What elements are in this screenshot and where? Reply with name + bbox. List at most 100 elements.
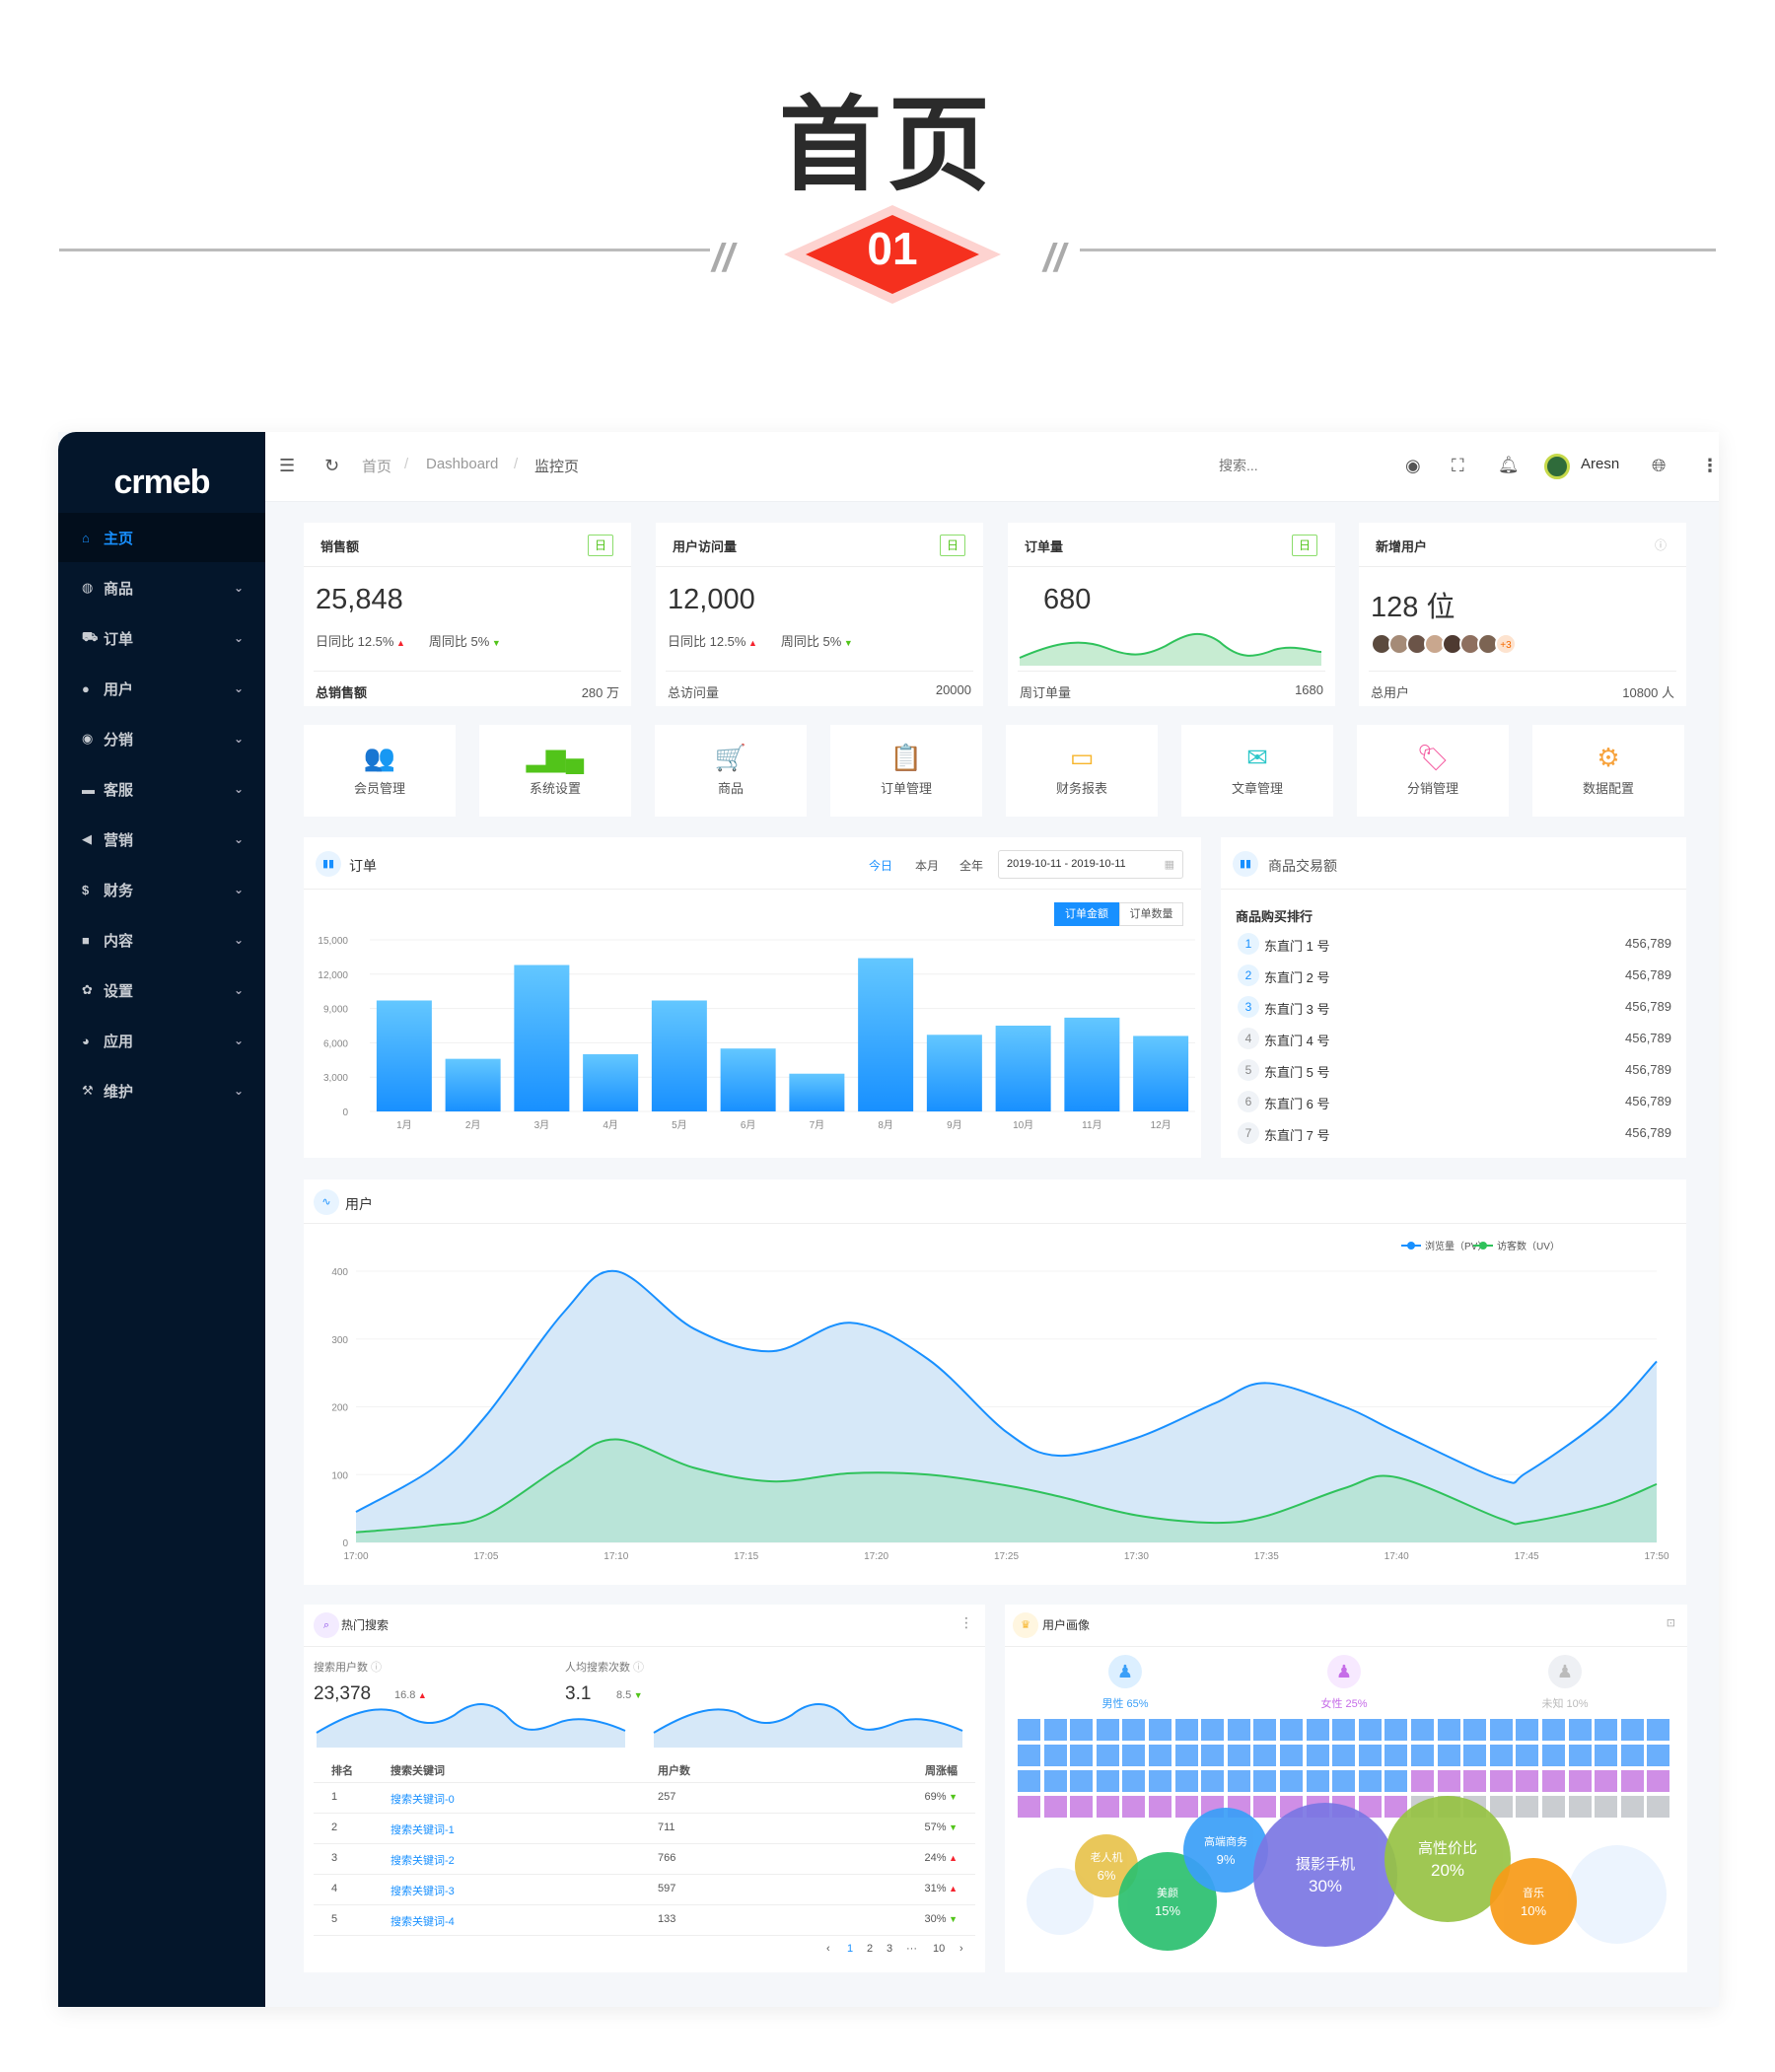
toggle-order-count[interactable]: 订单数量 — [1119, 902, 1183, 926]
page-button[interactable]: 1 — [847, 1943, 854, 1955]
period-tag[interactable]: 日 — [588, 535, 613, 556]
shortcut-1[interactable]: ▂▆▄ 系统设置 — [479, 725, 631, 817]
menu-collapse-icon[interactable]: ☰ — [279, 456, 296, 475]
sidebar-item-5[interactable]: ▬ 客服 ⌄ — [58, 764, 265, 814]
info-icon[interactable]: ⓘ — [368, 1662, 383, 1674]
shortcut-5[interactable]: ✉ 文章管理 — [1181, 725, 1333, 817]
shortcut-4[interactable]: ▭ 财务报表 — [1006, 725, 1158, 817]
keyword-link[interactable]: 搜索关键词-1 — [390, 1824, 455, 1836]
metric-delta-value: 8.5 — [616, 1689, 632, 1701]
keyword-link[interactable]: 搜索关键词-4 — [390, 1916, 455, 1928]
cart-icon: 🛒 — [714, 743, 747, 772]
interest-bubble[interactable]: 摄影手机 30% — [1253, 1803, 1397, 1947]
sidebar-item-0[interactable]: ⌂ 主页 — [58, 513, 265, 562]
export-icon[interactable]: ⊡ — [1666, 1617, 1675, 1629]
page-button[interactable]: 2 — [867, 1943, 874, 1955]
rank-value: 456,789 — [1625, 1094, 1671, 1108]
more-users-badge[interactable]: +3 — [1495, 633, 1517, 655]
rank-cell: 4 — [331, 1883, 338, 1894]
keyword-link[interactable]: 搜索关键词-3 — [390, 1886, 455, 1897]
breadcrumb-home[interactable]: 首页 — [362, 459, 392, 475]
chevron-down-icon: ⌄ — [233, 883, 244, 896]
sidebar-item-4[interactable]: ◉ 分销 ⌄ — [58, 714, 265, 763]
interest-bubble[interactable]: 老人机 6% — [1075, 1834, 1138, 1897]
more-vertical-icon[interactable]: ⋮ — [959, 1614, 973, 1630]
bell-icon[interactable]: 🔔︎ — [1498, 456, 1520, 474]
sidebar-item-1[interactable]: ◍ 商品 ⌄ — [58, 563, 265, 612]
x-tick-label: 4月 — [603, 1119, 618, 1131]
ranking-row[interactable]: 7 东直门 7 号 456,789 — [1221, 1122, 1686, 1146]
interest-bubble[interactable]: 高端商务 9% — [1183, 1808, 1268, 1893]
sidebar-item-3[interactable]: ● 用户 ⌄ — [58, 664, 265, 713]
shortcut-0[interactable]: 👥 会员管理 — [304, 725, 456, 817]
portrait-cell — [1568, 1719, 1592, 1741]
interest-bubble[interactable]: 高性价比 20% — [1384, 1796, 1511, 1922]
sidebar-item-label: 主页 — [104, 530, 134, 547]
hot-search-card: ⌕ 热门搜索 ⋮ 搜索用户数 ⓘ 23,378 16.8 ▲ 人均搜索次数 ⓘ 3.1 8… — [304, 1605, 985, 1972]
sidebar-item-10[interactable]: ◕ 应用 ⌄ — [58, 1016, 265, 1065]
ranking-row[interactable]: 5 东直门 5 号 456,789 — [1221, 1059, 1686, 1083]
sidebar-item-11[interactable]: ⚒ 维护 ⌄ — [58, 1066, 265, 1115]
users-cell: 597 — [658, 1883, 676, 1894]
period-tag[interactable]: 日 — [1292, 535, 1317, 556]
avatar[interactable] — [1544, 454, 1570, 479]
bar-chart-icon: ▮▮ — [1233, 851, 1258, 877]
ranking-row[interactable]: 4 东直门 4 号 456,789 — [1221, 1028, 1686, 1051]
distribution-icon: ◉ — [82, 731, 94, 746]
chevron-down-icon: ⌄ — [233, 631, 244, 645]
stat-footer-value: 20000 — [935, 682, 971, 697]
portrait-cell — [1568, 1770, 1592, 1792]
x-tick-label: 17:10 — [604, 1551, 628, 1562]
help-icon[interactable]: ⓘ — [1654, 538, 1667, 552]
portrait-cell — [1227, 1719, 1250, 1741]
next-page-button[interactable]: › — [959, 1943, 963, 1955]
orders-card: ▮▮ 订单 今日 本月 全年 2019-10-11 - 2019-10-11 ▦ … — [304, 837, 1201, 1158]
stat-card: 新增用户 ⓘ 128 位 +3 总用户 10800 人 — [1359, 523, 1686, 706]
fullscreen-icon[interactable]: ⛶ — [1452, 456, 1464, 475]
column-header[interactable]: 周涨幅 — [925, 1765, 958, 1777]
prev-page-button[interactable]: ‹ — [826, 1943, 830, 1955]
shortcut-3[interactable]: 📋 订单管理 — [830, 725, 982, 817]
sidebar-item-6[interactable]: ◀ 营销 ⌄ — [58, 815, 265, 864]
ranking-row[interactable]: 2 东直门 2 号 456,789 — [1221, 965, 1686, 988]
date-range-picker[interactable]: 2019-10-11 - 2019-10-11 ▦ — [998, 850, 1183, 879]
info-icon[interactable]: ⓘ — [630, 1662, 645, 1674]
ranking-row[interactable]: 6 东直门 6 号 456,789 — [1221, 1091, 1686, 1114]
sidebar-item-8[interactable]: ■ 内容 ⌄ — [58, 915, 265, 965]
portrait-cell — [1358, 1770, 1382, 1792]
home-icon: ⌂ — [82, 530, 90, 545]
shortcut-7[interactable]: ⚙ 数据配置 — [1532, 725, 1684, 817]
language-globe-icon[interactable]: 🌐︎ — [1652, 456, 1667, 475]
keyword-link[interactable]: 搜索关键词-0 — [390, 1794, 455, 1806]
shortcut-6[interactable]: 🏷 分销管理 — [1357, 725, 1509, 817]
portrait-cell — [1620, 1796, 1644, 1818]
range-month[interactable]: 本月 — [915, 859, 940, 873]
breadcrumb-dashboard[interactable]: Dashboard — [426, 456, 499, 472]
refresh-icon[interactable]: ↻ — [324, 456, 340, 475]
ranking-row[interactable]: 1 东直门 1 号 456,789 — [1221, 933, 1686, 957]
user-name[interactable]: Aresn — [1581, 456, 1620, 472]
sidebar-item-7[interactable]: $ 财务 ⌄ — [58, 865, 265, 914]
sparkline-area — [654, 1704, 962, 1748]
range-today[interactable]: 今日 — [869, 859, 893, 873]
page-button[interactable]: 10 — [933, 1943, 946, 1955]
keyword-link[interactable]: 搜索关键词-2 — [390, 1855, 455, 1867]
interest-bubble[interactable]: 音乐 10% — [1490, 1858, 1577, 1945]
bar-3月 — [514, 965, 570, 1111]
portrait-cell — [1070, 1796, 1094, 1818]
sidebar-item-2[interactable]: ⛟ 订单 ⌄ — [58, 613, 265, 663]
page-button[interactable]: 3 — [887, 1943, 893, 1955]
column-header[interactable]: 用户数 — [658, 1765, 690, 1777]
arrow-down-icon: ▼ — [841, 638, 853, 648]
locate-icon[interactable]: ◉ — [1405, 456, 1421, 475]
ranking-row[interactable]: 3 东直门 3 号 456,789 — [1221, 996, 1686, 1020]
search-input[interactable] — [1219, 452, 1347, 479]
portrait-cell — [1096, 1719, 1119, 1741]
range-year[interactable]: 全年 — [959, 859, 984, 873]
more-vertical-icon[interactable]: ⋮ — [1701, 456, 1719, 475]
toggle-order-amount[interactable]: 订单金额 — [1054, 902, 1119, 926]
sidebar-item-9[interactable]: ✿ 设置 ⌄ — [58, 965, 265, 1015]
shortcut-2[interactable]: 🛒 商品 — [655, 725, 807, 817]
portrait-title: 用户画像 — [1042, 1618, 1091, 1632]
period-tag[interactable]: 日 — [940, 535, 965, 556]
